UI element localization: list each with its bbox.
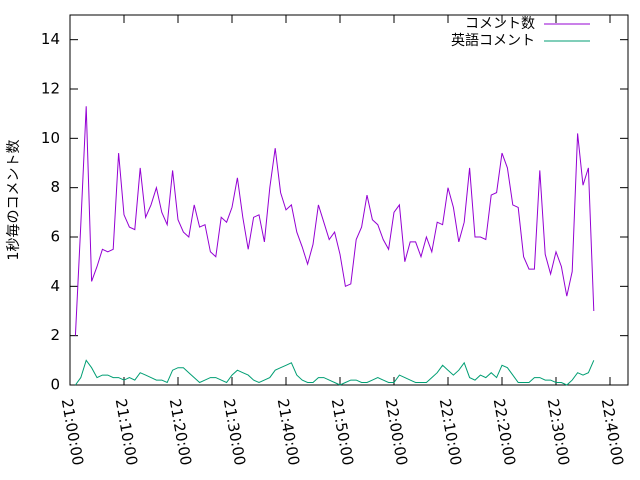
x-tick-label: 22:00:00: [382, 397, 411, 466]
y-tick-label: 10: [41, 129, 60, 147]
x-tick-label: 22:10:00: [436, 397, 465, 466]
plot-border: [69, 14, 629, 386]
y-tick-label: 0: [50, 376, 60, 394]
series-line: [74, 106, 595, 336]
y-tick-label: 12: [41, 80, 60, 98]
x-tick-label: 22:30:00: [544, 397, 573, 466]
x-tick-label: 22:40:00: [598, 397, 627, 466]
x-tick-label: 21:00:00: [58, 397, 87, 466]
x-tick-label: 21:50:00: [328, 397, 357, 466]
x-tick-label: 21:20:00: [166, 397, 195, 466]
x-tick-label: 21:10:00: [112, 397, 141, 466]
y-axis-label: 1秒毎のコメント数: [6, 140, 22, 261]
x-tick-label: 21:40:00: [274, 397, 303, 466]
legend-label: 英語コメント: [451, 32, 535, 49]
y-tick-label: 4: [50, 277, 60, 295]
y-tick-label: 14: [41, 30, 60, 48]
legend-label: コメント数: [465, 16, 535, 32]
y-tick-label: 8: [50, 178, 60, 196]
series-line: [74, 359, 595, 386]
x-tick-label: 22:20:00: [490, 397, 519, 466]
x-tick-label: 21:30:00: [220, 397, 249, 466]
y-tick-label: 6: [50, 228, 60, 246]
y-tick-label: 2: [50, 326, 60, 344]
